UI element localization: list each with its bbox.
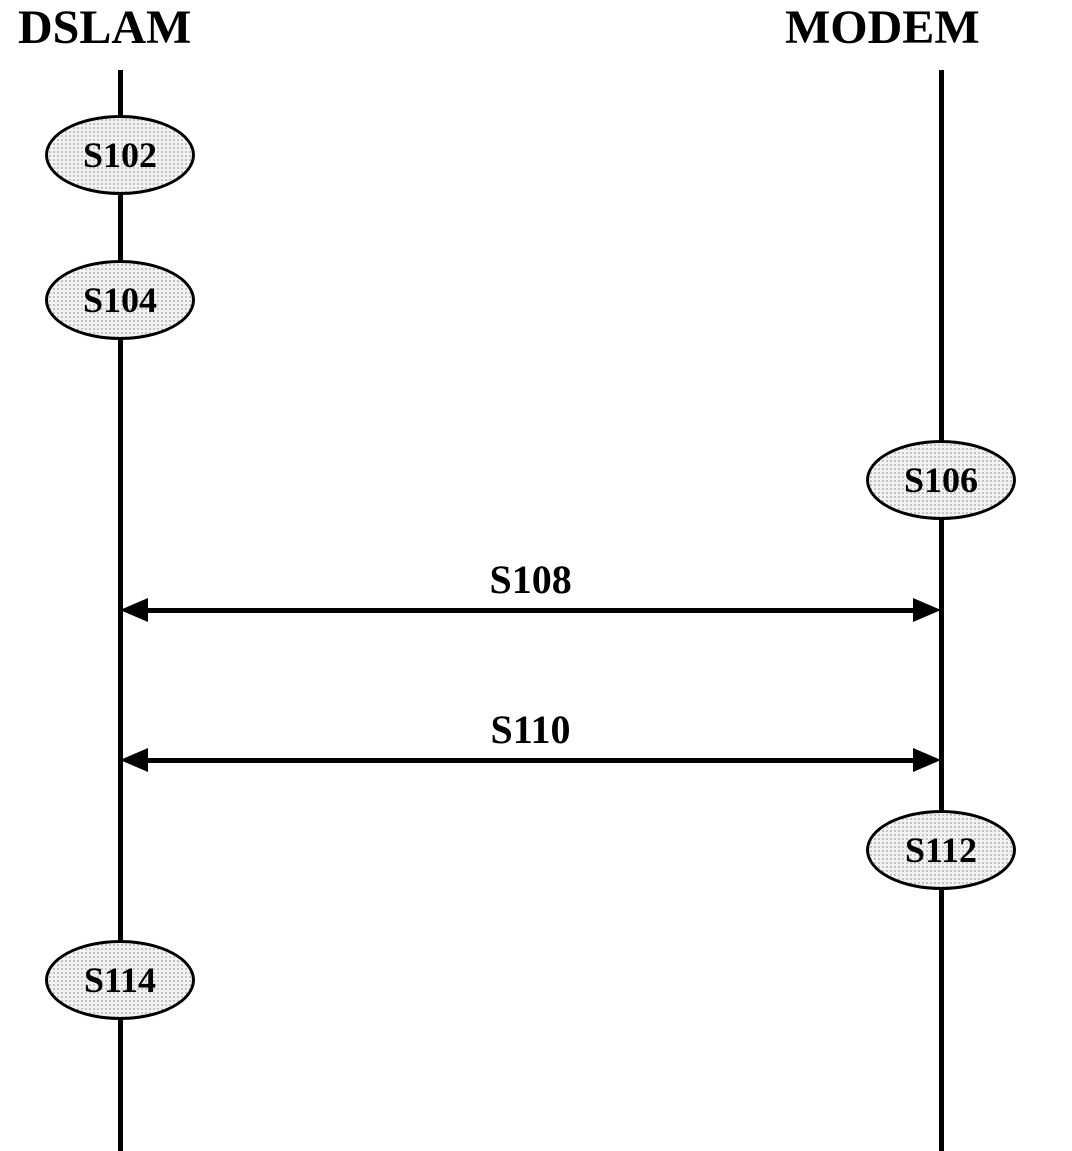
arrowhead-left [120, 748, 148, 772]
step-node-label: S104 [83, 279, 157, 321]
message-label-s110: S110 [491, 706, 571, 753]
arrowhead-right [913, 598, 941, 622]
step-node-label: S102 [83, 134, 157, 176]
step-node-s112: S112 [866, 810, 1016, 890]
message-label-s108: S108 [490, 556, 572, 603]
step-node-s104: S104 [45, 260, 195, 340]
message-line-s110 [131, 758, 930, 763]
step-node-label: S106 [904, 459, 978, 501]
arrowhead-left [120, 598, 148, 622]
step-node-s106: S106 [866, 440, 1016, 520]
arrowhead-right [913, 748, 941, 772]
message-line-s108 [131, 608, 930, 613]
right-participant-label: MODEM [785, 0, 980, 55]
step-node-s114: S114 [45, 940, 195, 1020]
step-node-label: S114 [84, 959, 156, 1001]
step-node-label: S112 [905, 829, 977, 871]
left-participant-label: DSLAM [18, 0, 191, 55]
step-node-s102: S102 [45, 115, 195, 195]
